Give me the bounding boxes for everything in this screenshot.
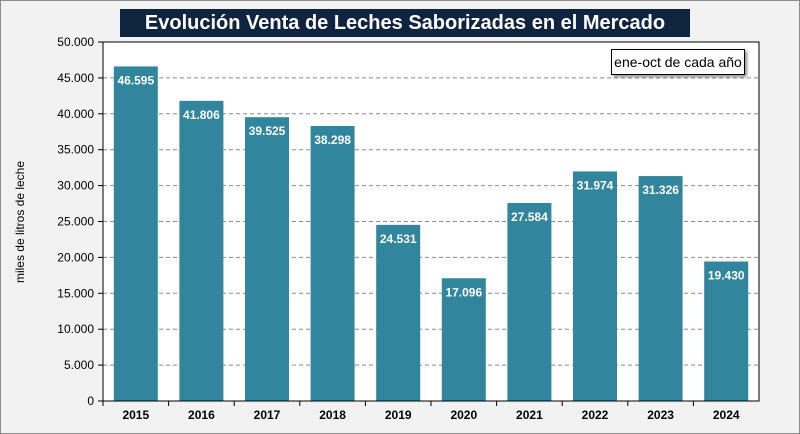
x-tick-label: 2020 [450, 408, 477, 422]
bar [441, 278, 486, 401]
data-label: 24.531 [380, 232, 417, 246]
data-label: 39.525 [249, 124, 286, 138]
data-label: 31.326 [642, 183, 679, 197]
y-axis-label: miles de litros de leche [13, 161, 27, 283]
data-label: 27.584 [511, 210, 548, 224]
y-tick-label: 15.000 [57, 286, 94, 300]
x-tick-label: 2023 [647, 408, 674, 422]
y-tick-label: 35.000 [57, 143, 94, 157]
y-tick-label: 40.000 [57, 107, 94, 121]
bar [573, 171, 617, 401]
y-tick-label: 20.000 [57, 250, 94, 264]
x-tick-label: 2022 [582, 408, 609, 422]
bar [638, 176, 683, 401]
bar [376, 224, 421, 401]
bar [507, 202, 552, 401]
y-tick-label: 50.000 [57, 35, 94, 49]
y-tick-label: 10.000 [57, 322, 94, 336]
plot-border [102, 41, 760, 402]
annotation-box: ene-oct de cada año [611, 49, 745, 75]
data-label: 46.595 [117, 73, 154, 87]
x-tick-label: 2016 [188, 408, 215, 422]
x-tick-label: 2018 [319, 408, 346, 422]
x-tick-label: 2017 [254, 408, 281, 422]
bar [179, 100, 224, 401]
y-tick-label: 5.000 [64, 358, 94, 372]
x-tick-label: 2015 [122, 408, 149, 422]
bar [310, 126, 355, 402]
y-tick-label: 45.000 [57, 71, 94, 85]
x-tick-label: 2024 [713, 408, 740, 422]
x-tick-label: 2021 [516, 408, 543, 422]
bar [704, 261, 749, 401]
data-label: 17.096 [445, 285, 482, 299]
data-label: 31.974 [577, 178, 614, 192]
y-tick-label: 25.000 [57, 215, 94, 229]
y-tick-label: 0 [87, 394, 94, 408]
x-tick-label: 2019 [385, 408, 412, 422]
y-tick-label: 30.000 [57, 179, 94, 193]
data-label: 19.430 [708, 268, 745, 282]
data-label: 41.806 [183, 108, 220, 122]
data-label: 38.298 [314, 133, 351, 147]
bar [113, 66, 158, 401]
bar [245, 117, 289, 401]
